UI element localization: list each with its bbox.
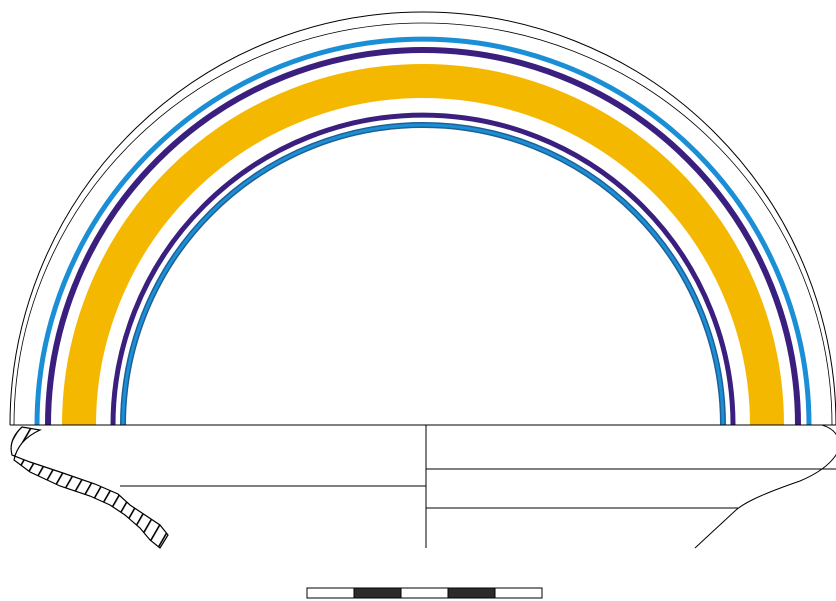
outer-outline-arc — [9, 11, 836, 426]
section-hatch — [10, 426, 169, 549]
scale-bar-segment — [400, 587, 449, 599]
inner-outline-arc — [13, 22, 833, 426]
scale-bar-segment — [494, 587, 543, 599]
scale-bar-segment — [353, 587, 402, 599]
band-outer-light-blue — [34, 36, 812, 425]
band-inner-purple — [110, 112, 736, 425]
scale-bar-segment — [447, 587, 496, 599]
band-yellow — [62, 64, 784, 425]
profile-lines — [10, 410, 836, 549]
scale-bar-segment — [306, 587, 355, 599]
painted-bands — [34, 36, 812, 425]
outline-arcs — [9, 11, 836, 426]
scale-bar — [306, 587, 543, 599]
band-inner-light-blue — [121, 123, 725, 425]
right-exterior-profile — [694, 424, 836, 549]
band-outer-purple — [45, 47, 801, 425]
